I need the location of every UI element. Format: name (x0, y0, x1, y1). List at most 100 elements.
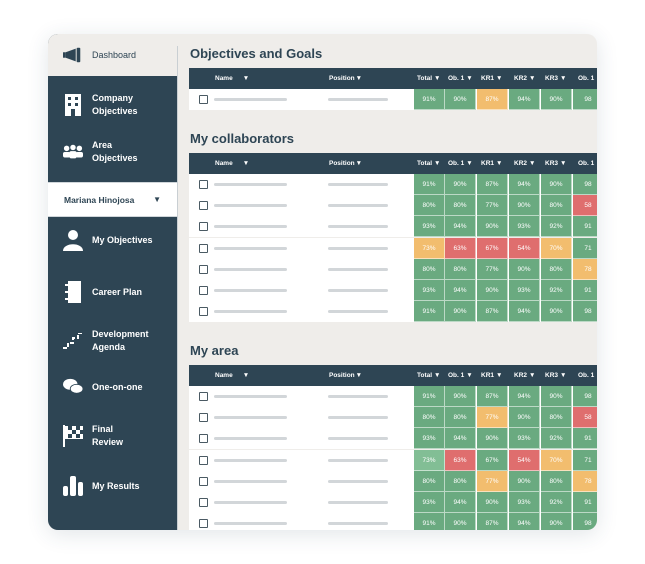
sort-caret-icon[interactable]: ▼ (466, 160, 473, 167)
column-header[interactable]: KR1 ▼ (481, 75, 502, 82)
sidebar-item-development-agenda[interactable]: Development Agenda (48, 326, 177, 356)
table-row[interactable]: 91% 90% 87% 94% 90% 98 (189, 386, 597, 407)
sort-caret-icon[interactable]: ▼ (496, 372, 503, 379)
sort-caret-icon[interactable]: ▼ (596, 372, 597, 379)
sidebar-item-career-plan[interactable]: Career Plan (48, 280, 177, 304)
table-row[interactable]: 91% 90% 87% 94% 90% 98 (189, 89, 597, 110)
position-placeholder (328, 310, 388, 314)
table-row[interactable]: 73% 63% 67% 54% 70% 71 (189, 237, 597, 259)
row-checkbox[interactable] (199, 201, 208, 211)
row-checkbox[interactable] (199, 413, 208, 423)
row-checkbox[interactable] (199, 455, 208, 465)
column-label: KR1 (481, 160, 495, 167)
sort-caret-icon[interactable]: ▼ (496, 160, 503, 167)
column-header[interactable]: KR3 ▼ (545, 75, 566, 82)
sort-caret-icon[interactable]: ▼ (529, 372, 536, 379)
table-row[interactable]: 93% 94% 90% 93% 92% 91 (189, 428, 597, 450)
sort-caret-icon[interactable]: ▼ (596, 160, 597, 167)
sort-caret-icon[interactable]: ▼ (496, 75, 503, 82)
column-header[interactable]: Ob. 1▼ (578, 160, 597, 167)
row-checkbox[interactable] (199, 434, 208, 444)
column-header[interactable]: Ob. 1▼ (578, 75, 597, 82)
table-header: Name ▼ Position▼ Total ▼ Ob. 1 ▼ KR1 ▼ KR2 ▼ KR3 ▼ Ob… (189, 68, 597, 89)
sort-caret-icon[interactable]: ▼ (466, 75, 473, 82)
column-header[interactable]: Position▼ (329, 372, 362, 379)
sort-caret-icon[interactable]: ▼ (529, 160, 536, 167)
sort-caret-icon[interactable]: ▼ (560, 372, 567, 379)
sidebar-item-company-objectives[interactable]: Company Objectives (48, 90, 177, 120)
score-cell: 91% (414, 89, 445, 110)
score-cell: 58 (573, 195, 597, 217)
column-header[interactable]: Position▼ (329, 160, 362, 167)
row-checkbox[interactable] (199, 307, 208, 317)
sort-caret-icon[interactable]: ▼ (242, 372, 250, 379)
column-header[interactable]: Position▼ (329, 75, 362, 82)
sort-caret-icon[interactable]: ▼ (242, 160, 250, 167)
column-header[interactable]: KR3 ▼ (545, 372, 566, 379)
sidebar-item-my-results[interactable]: My Results (48, 474, 177, 498)
sidebar-item-my-objectives[interactable]: My Objectives (48, 228, 177, 252)
column-header[interactable]: Total ▼ (417, 75, 440, 82)
table-row[interactable]: 73% 63% 67% 54% 70% 71 (189, 449, 597, 471)
column-header[interactable]: KR2 ▼ (514, 160, 535, 167)
sort-caret-icon[interactable]: ▼ (466, 372, 473, 379)
table-row[interactable]: 93% 94% 90% 93% 92% 91 (189, 280, 597, 301)
row-checkbox[interactable] (199, 243, 208, 253)
column-header[interactable]: Name ▼ (215, 75, 249, 82)
score-cell: 90% (509, 195, 540, 217)
table-row[interactable]: 80% 80% 77% 90% 80% 58 (189, 195, 597, 217)
row-checkbox[interactable] (199, 95, 208, 104)
row-checkbox[interactable] (199, 180, 208, 189)
column-header[interactable]: Total ▼ (417, 160, 440, 167)
column-header[interactable]: KR1 ▼ (481, 160, 502, 167)
table-row[interactable]: 93% 94% 90% 93% 92% 91 (189, 492, 597, 513)
sidebar-item-dashboard[interactable]: Dashboard (48, 34, 177, 76)
sort-caret-icon[interactable]: ▼ (355, 160, 363, 167)
column-header[interactable]: Total ▼ (417, 372, 440, 379)
column-header[interactable]: Ob. 1▼ (448, 372, 473, 379)
table-row[interactable]: 91% 90% 87% 94% 90% 98 (189, 513, 597, 530)
table-row[interactable]: 93% 94% 90% 93% 92% 91 (189, 216, 597, 238)
sort-caret-icon[interactable]: ▼ (355, 372, 363, 379)
row-checkbox[interactable] (199, 498, 208, 507)
column-header[interactable]: KR2 ▼ (514, 75, 535, 82)
table-row[interactable]: 80% 80% 77% 90% 80% 78 (189, 470, 597, 492)
sort-caret-icon[interactable]: ▼ (242, 75, 250, 82)
column-header[interactable]: Ob. 1▼ (578, 372, 597, 379)
table-row[interactable]: 91% 90% 87% 94% 90% 98 (189, 174, 597, 195)
name-placeholder (214, 501, 287, 504)
bar-chart-icon (63, 476, 83, 496)
column-header[interactable]: Name ▼ (215, 160, 249, 167)
column-header[interactable]: Ob. 1▼ (448, 75, 473, 82)
sort-caret-icon[interactable]: ▼ (434, 160, 441, 167)
row-checkbox[interactable] (199, 519, 208, 529)
table-row[interactable]: 91% 90% 87% 94% 90% 98 (189, 301, 597, 323)
row-checkbox[interactable] (199, 222, 208, 232)
sort-caret-icon[interactable]: ▼ (529, 75, 536, 82)
sidebar-item-one-on-one[interactable]: One-on-one (48, 375, 177, 399)
sort-caret-icon[interactable]: ▼ (355, 75, 363, 82)
sort-caret-icon[interactable]: ▼ (560, 160, 567, 167)
row-checkbox[interactable] (199, 264, 208, 274)
row-checkbox[interactable] (199, 392, 208, 401)
sort-caret-icon[interactable]: ▼ (434, 372, 441, 379)
score-cell: 92% (541, 492, 572, 513)
sort-caret-icon[interactable]: ▼ (560, 75, 567, 82)
position-placeholder (328, 225, 388, 229)
column-header[interactable]: KR3 ▼ (545, 160, 566, 167)
sort-caret-icon[interactable]: ▼ (596, 75, 597, 82)
user-selector[interactable]: Mariana Hinojosa ▼ (48, 182, 177, 217)
column-header[interactable]: Ob. 1▼ (448, 160, 473, 167)
sidebar-item-area-objectives[interactable]: Area Objectives (48, 137, 177, 167)
table-row[interactable]: 80% 80% 77% 90% 80% 58 (189, 407, 597, 429)
sidebar-item-label: Agenda (92, 342, 126, 352)
column-header[interactable]: Name ▼ (215, 372, 249, 379)
column-header[interactable]: KR2 ▼ (514, 372, 535, 379)
sidebar-item-final-review[interactable]: Final Review (48, 421, 177, 451)
score-cell: 94% (509, 89, 540, 110)
row-checkbox[interactable] (199, 476, 208, 486)
row-checkbox[interactable] (199, 286, 208, 295)
table-row[interactable]: 80% 80% 77% 90% 80% 78 (189, 258, 597, 280)
column-header[interactable]: KR1 ▼ (481, 372, 502, 379)
sort-caret-icon[interactable]: ▼ (434, 75, 441, 82)
